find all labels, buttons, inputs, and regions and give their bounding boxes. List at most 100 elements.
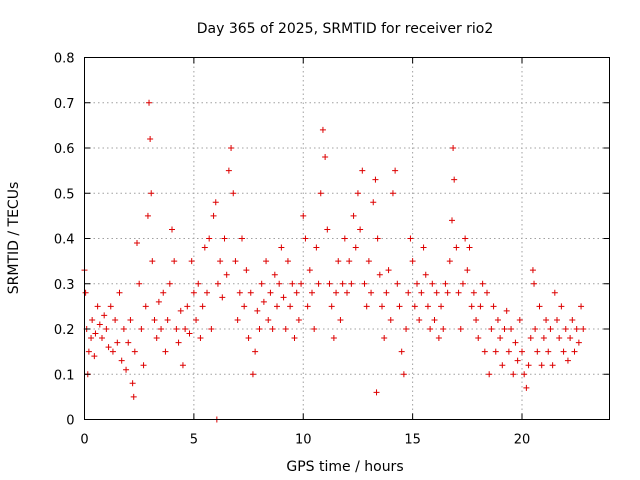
data-point [361, 280, 368, 287]
data-point [89, 316, 96, 323]
data-point [195, 280, 202, 287]
data-point [232, 258, 239, 265]
data-point [344, 289, 350, 296]
data-point [280, 294, 287, 301]
data-point [208, 326, 215, 332]
data-point [302, 235, 309, 242]
y-tick-label: 0.4 [54, 233, 75, 248]
y-axis-label: SRMTID / TECUs [6, 182, 22, 295]
data-point [484, 289, 490, 296]
data-point [116, 289, 123, 296]
data-point [91, 353, 98, 360]
chart-title: Day 365 of 2025, SRMTID for receiver rio… [197, 21, 494, 37]
data-point [148, 190, 155, 197]
data-point [514, 357, 521, 364]
data-point [131, 348, 138, 355]
data-point [164, 316, 171, 323]
data-point [521, 371, 528, 378]
data-point [468, 303, 475, 310]
data-point [258, 280, 265, 287]
data-point [96, 321, 103, 328]
data-point [549, 362, 556, 369]
data-point [94, 303, 101, 310]
data-point [149, 258, 156, 265]
data-point [186, 330, 193, 337]
data-point [385, 267, 392, 274]
data-point [409, 258, 416, 265]
data-point [276, 280, 283, 287]
x-tick-label: 20 [514, 433, 531, 448]
data-point [146, 99, 153, 106]
data-point [352, 244, 359, 251]
data-point [540, 335, 547, 342]
data-point [510, 371, 517, 378]
data-point [551, 289, 558, 296]
data-point [459, 280, 466, 287]
data-point [494, 316, 501, 323]
axis-ticks [84, 57, 610, 420]
data-point [464, 267, 471, 274]
data-point [376, 271, 383, 278]
data-point [315, 280, 322, 287]
data-point [138, 326, 145, 332]
data-point [204, 289, 210, 296]
data-point [403, 326, 410, 332]
data-point [230, 190, 237, 197]
data-point [339, 280, 346, 287]
data-point [396, 303, 403, 310]
data-point [155, 298, 162, 305]
data-point [372, 176, 379, 183]
data-point [151, 316, 158, 323]
data-point [368, 289, 375, 296]
data-point [558, 303, 565, 310]
x-tick-labels: 0 5 10 15 20 [80, 433, 530, 448]
data-point [330, 335, 337, 342]
data-point [573, 326, 580, 332]
data-point [188, 258, 195, 265]
data-point [564, 357, 571, 364]
y-tick-label: 0.2 [54, 323, 75, 338]
data-point [477, 303, 484, 310]
data-point [267, 289, 274, 296]
data-point [374, 235, 381, 242]
data-point [457, 326, 464, 332]
data-point [383, 289, 390, 296]
data-point [381, 335, 388, 342]
data-point [199, 303, 206, 310]
data-point [359, 167, 366, 174]
data-point [519, 348, 525, 355]
data-point [508, 326, 515, 332]
data-point [212, 199, 219, 206]
data-point [529, 267, 536, 274]
data-point [127, 316, 134, 323]
data-point [536, 303, 543, 310]
x-axis-label: GPS time / hours [286, 459, 403, 475]
data-point [289, 280, 296, 287]
data-point [562, 326, 569, 332]
data-point [446, 258, 453, 265]
data-point [499, 362, 506, 369]
data-point [291, 335, 298, 342]
data-point [169, 226, 175, 233]
data-point [278, 244, 285, 251]
y-tick-label: 0.5 [54, 187, 75, 202]
data-point [503, 307, 510, 314]
data-point [350, 212, 357, 219]
data-point [479, 280, 486, 287]
data-point [158, 326, 165, 332]
data-point [118, 357, 125, 364]
data-point [455, 289, 462, 296]
data-point [473, 316, 480, 323]
data-point [532, 326, 539, 332]
y-tick-label: 0.1 [54, 368, 75, 383]
data-point [363, 303, 370, 310]
data-point [241, 303, 248, 310]
data-point [85, 348, 92, 355]
data-point [424, 303, 431, 310]
data-point [512, 339, 519, 346]
data-point [442, 280, 449, 287]
data-point [354, 190, 361, 197]
data-point [420, 244, 427, 251]
data-point [328, 303, 335, 310]
data-point [298, 280, 305, 287]
